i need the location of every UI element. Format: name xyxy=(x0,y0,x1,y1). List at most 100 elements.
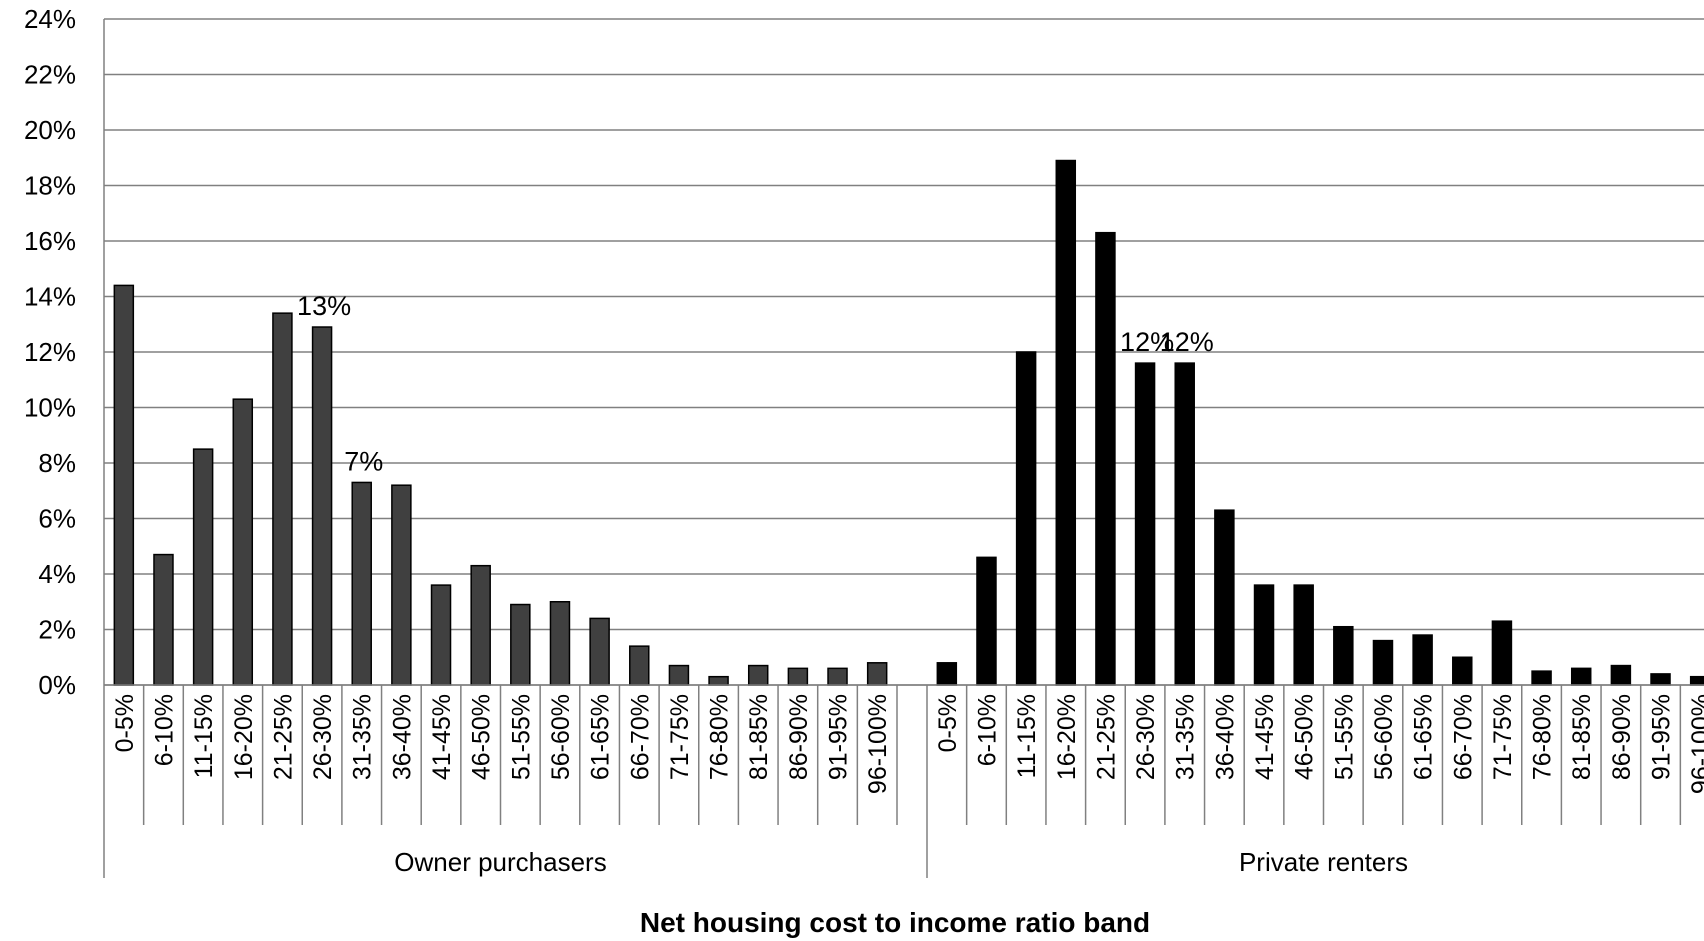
bar xyxy=(470,564,491,686)
data-label: 13% xyxy=(297,291,351,321)
y-tick-label: 6% xyxy=(38,504,76,534)
x-tick-label: 61-65% xyxy=(1410,694,1438,780)
x-tick-label: 71-75% xyxy=(1489,694,1517,780)
bar xyxy=(629,645,650,686)
x-tick-label: 66-70% xyxy=(1449,694,1477,780)
bar xyxy=(1174,362,1195,686)
bar xyxy=(1015,351,1037,686)
x-tick-label: 26-30% xyxy=(309,694,337,780)
x-tick-label: 66-70% xyxy=(626,694,654,780)
bar xyxy=(430,584,452,686)
bar xyxy=(1650,673,1671,686)
x-tick-label: 21-25% xyxy=(269,694,297,780)
x-tick-label: 26-30% xyxy=(1132,694,1160,780)
bar xyxy=(1253,584,1275,686)
bar xyxy=(192,448,214,686)
x-tick-label: 76-80% xyxy=(1529,694,1557,780)
bar xyxy=(747,664,769,686)
bar xyxy=(1134,362,1156,686)
x-tick-label: 51-55% xyxy=(507,694,535,780)
bar xyxy=(827,667,848,686)
x-tick-label: 91-95% xyxy=(1648,694,1676,780)
x-tick-label: 36-40% xyxy=(388,694,416,780)
bar xyxy=(589,617,610,686)
bar xyxy=(272,312,293,686)
x-tick-label: 96-100% xyxy=(864,694,892,794)
x-tick-label: 91-95% xyxy=(825,694,853,780)
bar xyxy=(391,484,412,686)
bar xyxy=(1610,664,1632,686)
y-tick-label: 12% xyxy=(24,337,76,367)
x-tick-label: 61-65% xyxy=(587,694,615,780)
bar xyxy=(232,398,254,686)
x-tick-label: 46-50% xyxy=(1291,694,1319,780)
x-tick-label: 0-5% xyxy=(934,694,962,752)
x-tick-label: 16-20% xyxy=(1053,694,1081,780)
y-tick-label: 20% xyxy=(24,115,76,145)
bar xyxy=(1491,620,1513,686)
bar xyxy=(866,662,888,686)
x-tick-label: 71-75% xyxy=(666,694,694,780)
x-axis-title: Net housing cost to income ratio band xyxy=(640,907,1150,938)
x-tick-label: 86-90% xyxy=(785,694,813,780)
x-tick-label: 76-80% xyxy=(706,694,734,780)
y-tick-label: 4% xyxy=(38,559,76,589)
bar xyxy=(1372,639,1394,686)
bar xyxy=(1293,584,1314,686)
x-tick-label: 41-45% xyxy=(428,694,456,780)
x-tick-label: 36-40% xyxy=(1211,694,1239,780)
x-tick-label: 31-35% xyxy=(1172,694,1200,780)
y-tick-label: 10% xyxy=(24,393,76,423)
x-tick-label: 6-10% xyxy=(150,694,178,766)
data-label: 12% xyxy=(1160,327,1214,357)
x-tick-label: 31-35% xyxy=(349,694,377,780)
bar xyxy=(351,481,372,686)
y-tick-label: 16% xyxy=(24,226,76,256)
x-tick-label: 0-5% xyxy=(111,694,139,752)
bar xyxy=(1055,159,1077,686)
bar xyxy=(1689,675,1704,686)
bar xyxy=(1412,634,1433,686)
x-tick-label: 81-85% xyxy=(1568,694,1596,780)
x-tick-label: 81-85% xyxy=(745,694,773,780)
bar xyxy=(510,603,531,686)
x-tick-label: 11-15% xyxy=(1013,694,1041,778)
data-label: 12% xyxy=(1120,327,1174,357)
bar xyxy=(153,553,174,686)
y-tick-label: 24% xyxy=(24,4,76,34)
x-tick-label: 16-20% xyxy=(230,694,258,780)
x-tick-label: 46-50% xyxy=(468,694,496,780)
bar xyxy=(976,556,997,686)
x-tick-label: 6-10% xyxy=(973,694,1001,766)
bar xyxy=(936,662,958,686)
y-tick-label: 0% xyxy=(38,670,76,700)
x-tick-label: 41-45% xyxy=(1251,694,1279,780)
bar xyxy=(1531,670,1552,686)
data-label: 7% xyxy=(344,446,383,476)
bar xyxy=(549,601,571,686)
x-tick-label: 86-90% xyxy=(1608,694,1636,780)
bar xyxy=(1214,509,1235,686)
y-tick-label: 22% xyxy=(24,60,76,90)
group-label: Owner purchasers xyxy=(394,847,606,877)
y-tick-label: 2% xyxy=(38,615,76,645)
y-tick-label: 8% xyxy=(38,448,76,478)
x-tick-label: 21-25% xyxy=(1092,694,1120,780)
bar xyxy=(1095,231,1116,686)
bar xyxy=(1570,667,1592,686)
bar xyxy=(1333,625,1354,686)
y-tick-label: 14% xyxy=(24,282,76,312)
bar xyxy=(1452,656,1473,686)
group-label: Private renters xyxy=(1239,847,1408,877)
x-tick-label: 96-100% xyxy=(1687,694,1704,794)
x-tick-label: 51-55% xyxy=(1330,694,1358,780)
bar xyxy=(668,664,690,686)
y-tick-label: 18% xyxy=(24,171,76,201)
bar xyxy=(787,667,809,686)
bar xyxy=(113,284,135,686)
bar xyxy=(311,326,333,686)
bar xyxy=(708,675,729,686)
x-tick-label: 56-60% xyxy=(547,694,575,780)
x-tick-label: 56-60% xyxy=(1370,694,1398,780)
